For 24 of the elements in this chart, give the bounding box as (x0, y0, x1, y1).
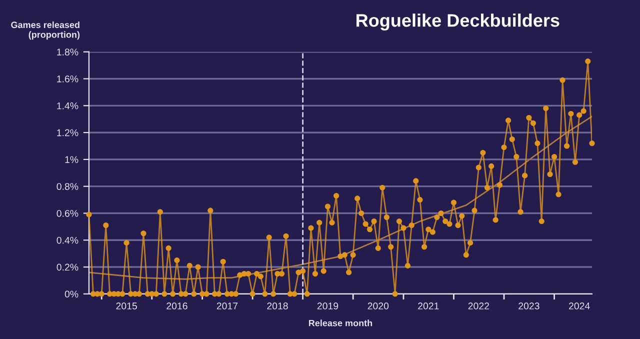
line-series (88, 116, 592, 280)
x-tick-label: 2018 (267, 302, 288, 310)
y-tick-label: 0.8% (56, 183, 78, 190)
y-tick-label: 0% (64, 290, 78, 298)
y-tick-label: 1.8% (57, 48, 78, 56)
x-tick-label: 2017 (216, 302, 238, 310)
x-tick-label: 2023 (518, 302, 540, 310)
y-tick-label: 1.6% (57, 75, 78, 82)
x-tick-label: 2024 (569, 302, 590, 310)
x-axis-title: Release month (308, 320, 372, 326)
y-tick-label: 1% (65, 156, 78, 164)
x-tick-label: 2020 (368, 302, 389, 310)
y-axis-title: Games released (proportion) (11, 21, 80, 40)
x-tick-label: 2016 (166, 302, 188, 310)
x-tick-label: 2022 (468, 302, 489, 310)
y-tick-label: 0.2% (56, 264, 78, 271)
chart-title: Roguelike Deckbuilders (356, 14, 560, 30)
x-tick-label: 2019 (317, 302, 338, 310)
y-tick-label: 0.4% (56, 236, 78, 244)
x-tick-label: 2021 (418, 302, 439, 310)
y-tick-label: 1.2% (57, 129, 78, 136)
y-tick-label: 1.4% (57, 102, 78, 110)
x-tick-label: 2015 (116, 302, 137, 310)
y-tick-label: 0.6% (56, 210, 78, 217)
